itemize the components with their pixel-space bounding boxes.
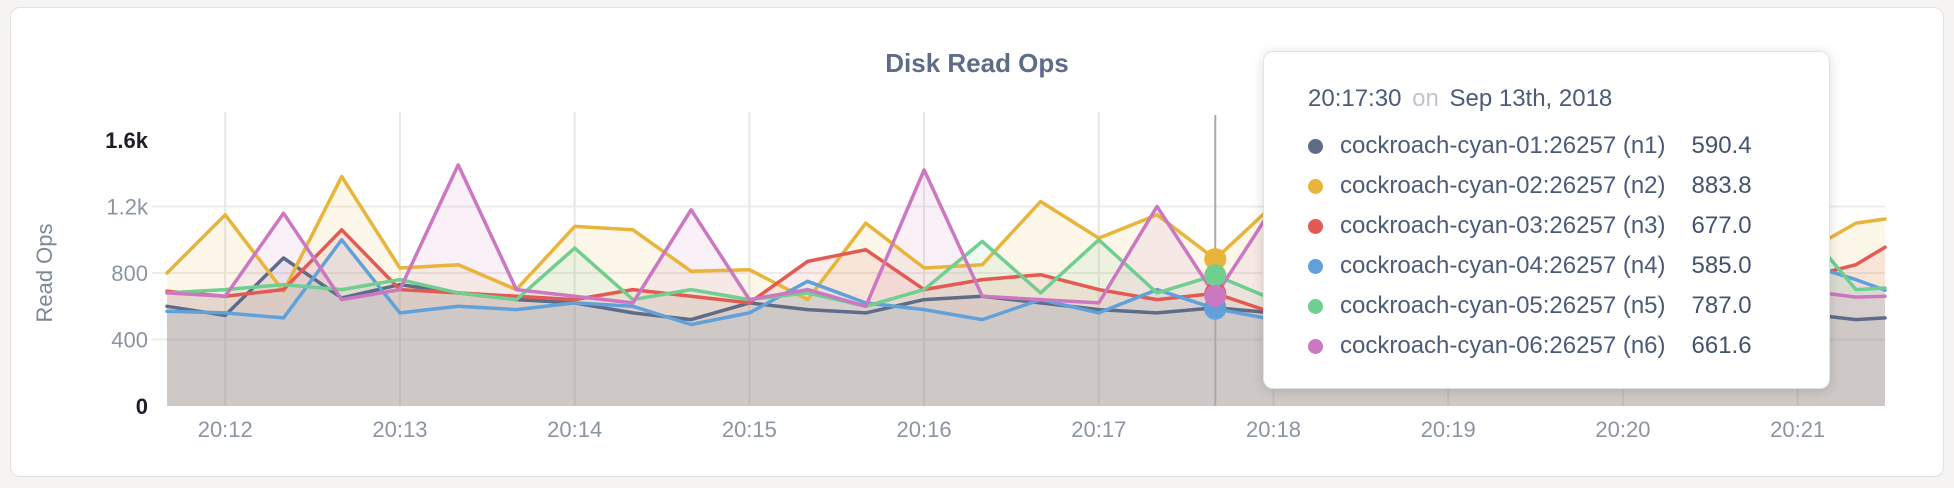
x-tick-label: 20:21: [1770, 417, 1825, 442]
tooltip-series-value: 585.0: [1691, 252, 1752, 279]
tooltip-row: cockroach-cyan-03:26257 (n3) 677.0: [1308, 206, 1789, 246]
hover-dot-n2: [1204, 248, 1227, 271]
tooltip-row: cockroach-cyan-02:26257 (n2) 883.8: [1308, 166, 1789, 206]
tooltip-time: 20:17:30: [1308, 85, 1402, 112]
series-color-dot-icon: [1308, 178, 1323, 194]
y-tick-label: 1.2k: [106, 195, 149, 220]
y-tick-label: 1.6k: [105, 128, 149, 153]
tooltip-header: 20:17:30 on Sep 13th, 2018: [1308, 84, 1789, 114]
x-tick-label: 20:19: [1421, 417, 1476, 442]
x-tick-label: 20:20: [1595, 417, 1650, 442]
x-tick-label: 20:17: [1071, 417, 1126, 442]
y-tick-label: 800: [111, 261, 148, 286]
hover-dot-n6: [1204, 285, 1227, 308]
tooltip-date: Sep 13th, 2018: [1449, 85, 1613, 112]
tooltip-series-value: 677.0: [1691, 212, 1752, 239]
tooltip-row: cockroach-cyan-04:26257 (n4) 585.0: [1308, 246, 1789, 286]
tooltip-series-value: 661.6: [1691, 332, 1752, 359]
tooltip-series-label: cockroach-cyan-01:26257 (n1): [1340, 132, 1666, 159]
tooltip-on-word: on: [1412, 85, 1439, 112]
tooltip-rows: cockroach-cyan-01:26257 (n1) 590.4 cockroa…: [1308, 126, 1789, 366]
hover-dot-n5: [1204, 264, 1227, 287]
series-color-dot-icon: [1308, 138, 1323, 154]
series-color-dot-icon: [1308, 298, 1323, 314]
tooltip-row: cockroach-cyan-06:26257 (n6) 661.6: [1308, 326, 1789, 366]
x-tick-label: 20:13: [372, 417, 427, 442]
x-tick-label: 20:15: [722, 417, 777, 442]
tooltip-series-value: 883.8: [1691, 172, 1752, 199]
chart-title: Disk Read Ops: [885, 48, 1069, 78]
tooltip-series-label: cockroach-cyan-02:26257 (n2): [1340, 172, 1666, 199]
tooltip-series-label: cockroach-cyan-04:26257 (n4): [1340, 252, 1666, 279]
x-tick-label: 20:14: [547, 417, 602, 442]
series-color-dot-icon: [1308, 258, 1323, 274]
chart-tooltip: 20:17:30 on Sep 13th, 2018 cockroach-cya…: [1263, 51, 1830, 389]
tooltip-row: cockroach-cyan-01:26257 (n1) 590.4: [1308, 126, 1789, 166]
tooltip-series-value: 787.0: [1691, 292, 1752, 319]
series-color-dot-icon: [1308, 338, 1323, 354]
y-tick-label: 400: [111, 328, 148, 353]
x-tick-label: 20:16: [897, 417, 952, 442]
tooltip-series-value: 590.4: [1691, 132, 1752, 159]
y-axis-title: Read Ops: [32, 223, 57, 322]
x-tick-label: 20:18: [1246, 417, 1301, 442]
tooltip-series-label: cockroach-cyan-03:26257 (n3): [1340, 212, 1666, 239]
tooltip-series-label: cockroach-cyan-06:26257 (n6): [1340, 332, 1666, 359]
x-tick-label: 20:12: [198, 417, 253, 442]
tooltip-series-label: cockroach-cyan-05:26257 (n5): [1340, 292, 1666, 319]
y-tick-label: 0: [136, 394, 148, 419]
series-color-dot-icon: [1308, 218, 1323, 234]
tooltip-row: cockroach-cyan-05:26257 (n5) 787.0: [1308, 286, 1789, 326]
